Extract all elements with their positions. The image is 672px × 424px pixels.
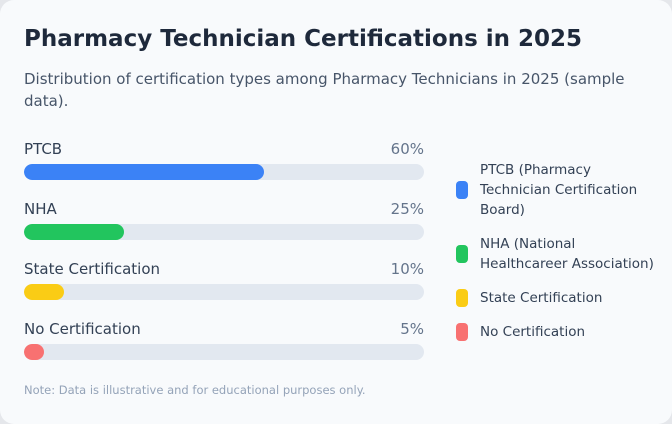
footnote: Note: Data is illustrative and for educa… — [24, 383, 366, 397]
bar-value-label: 10% — [390, 260, 424, 278]
bar-row-nha: NHA 25% — [24, 200, 424, 260]
bar-row-no-certification: No Certification 5% — [24, 320, 424, 380]
bar-fill-nha — [24, 224, 124, 240]
bar-label: NHA — [24, 200, 57, 218]
bar-fill-no-certification — [24, 344, 44, 360]
bar-list: PTCB 60% NHA 25% State Certification 10% No Ce… — [24, 140, 424, 380]
legend: PTCB (Pharmacy Technician Certification … — [456, 160, 656, 356]
bar-value-label: 5% — [400, 320, 424, 338]
legend-label: State Certification — [480, 290, 603, 306]
bar-track — [24, 224, 424, 240]
legend-item: NHA (National Healthcareer Association) — [456, 234, 656, 274]
bar-label: No Certification — [24, 320, 141, 338]
chart-subtitle: Distribution of certification types amon… — [24, 70, 625, 110]
bar-fill-state-certification — [24, 284, 64, 300]
legend-item: State Certification — [456, 288, 656, 308]
legend-label: PTCB (Pharmacy Technician Certification … — [480, 162, 638, 218]
legend-swatch — [456, 245, 468, 263]
bar-value-label: 25% — [390, 200, 424, 218]
legend-label: NHA (National Healthcareer Association) — [480, 236, 654, 272]
chart-title: Pharmacy Technician Certifications in 20… — [24, 26, 583, 52]
bar-fill-ptcb — [24, 164, 264, 180]
bar-value-label: 60% — [390, 140, 424, 158]
bar-row-ptcb: PTCB 60% — [24, 140, 424, 200]
bar-label: State Certification — [24, 260, 161, 278]
legend-item: No Certification — [456, 322, 656, 342]
legend-swatch — [456, 289, 468, 307]
legend-item: PTCB (Pharmacy Technician Certification … — [456, 160, 656, 220]
bar-track — [24, 284, 424, 300]
legend-swatch — [456, 323, 468, 341]
legend-label: No Certification — [480, 324, 586, 340]
bar-track — [24, 164, 424, 180]
bar-label: PTCB — [24, 140, 63, 158]
bar-row-state-certification: State Certification 10% — [24, 260, 424, 320]
bar-track — [24, 344, 424, 360]
legend-swatch — [456, 181, 468, 199]
